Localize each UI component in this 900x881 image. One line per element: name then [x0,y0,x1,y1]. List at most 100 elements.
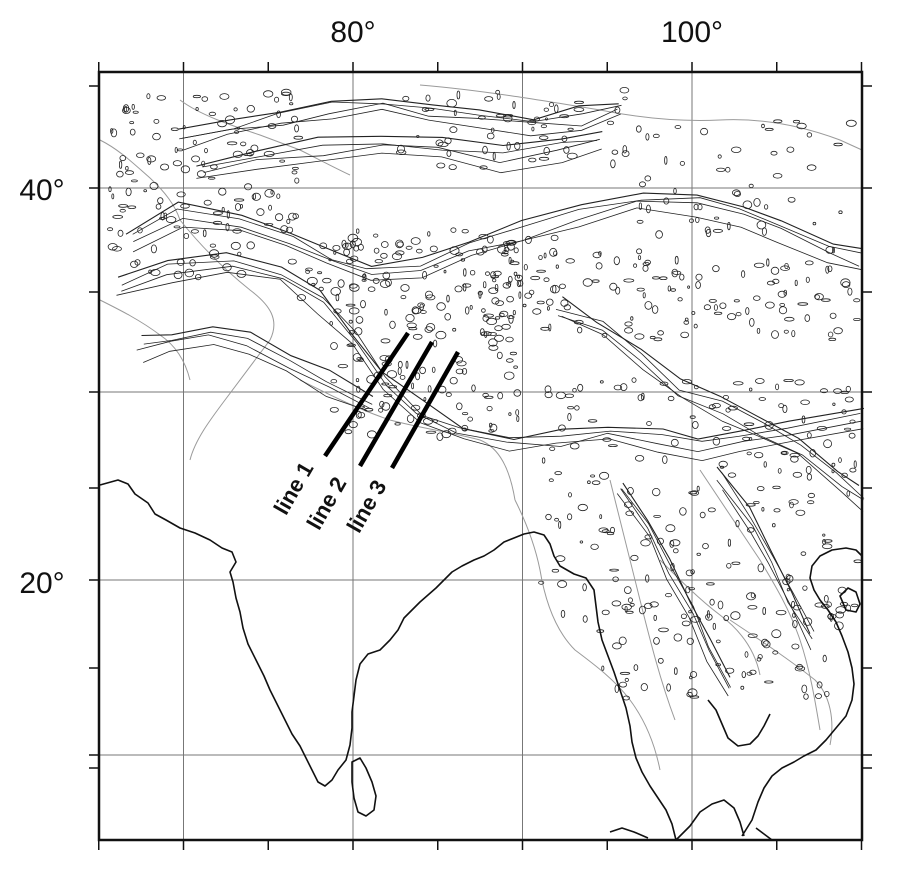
contour-speckle [766,258,770,267]
contour-speckle [823,439,832,449]
contour-speckle [528,157,537,163]
contour-speckle [822,543,833,550]
contour-speckle [492,278,497,283]
contour-speckle [642,292,646,299]
contour-speckle [455,368,464,375]
contour-speckle [695,216,700,223]
contour-speckle [130,179,138,183]
contour-speckle [792,471,803,478]
contour-speckle [784,262,789,269]
contour-speckle [516,415,520,422]
contour-speckle [687,688,698,697]
contour-line [196,148,602,179]
contour-speckle [497,245,507,254]
contour-speckle [574,405,580,411]
contour-speckle [756,657,762,662]
contour-speckle [276,110,281,119]
contour-speckle [479,165,488,170]
contour-speckle [568,492,572,498]
contour-speckle [548,323,552,332]
contour-speckle [343,248,350,257]
contour-speckle [631,377,637,383]
contour-speckle [805,276,810,283]
contour-speckle [673,667,678,675]
contour-speckle [644,301,653,310]
contour-speckle [609,282,618,291]
contour-speckle [664,155,668,165]
contour-speckle [173,225,181,229]
contour-speckle [489,423,498,432]
contour-speckle [608,444,618,448]
contour-line [143,344,368,411]
contour-speckle [577,326,583,334]
contour-speckle [195,107,199,112]
contour-speckle [791,643,800,650]
contour-speckle [118,204,128,208]
contour-speckle [234,203,241,211]
contour-line [121,260,861,442]
contour-speckle [644,175,652,182]
contour-speckle [851,603,859,608]
contour-speckle [346,343,356,347]
contour-speckle [612,642,622,650]
contour-speckle [348,329,355,335]
contour-speckle [645,574,650,583]
contour-speckle [436,162,446,169]
contour-speckle [806,132,813,138]
contour-speckle [816,681,823,689]
contour-speckle [693,323,698,329]
contour-speckle [637,255,642,261]
contour-speckle [845,119,857,127]
contour-speckle [554,517,559,522]
contour-speckle [558,520,562,529]
contour-speckle [117,229,124,237]
contour-speckle [513,247,519,254]
contour-speckle [225,223,230,232]
contour-speckle [481,308,486,313]
contour-speckle [483,313,494,318]
contour-speckle [503,114,513,123]
contour-speckle [727,472,737,478]
contour-speckle [754,378,765,384]
contour-speckle [389,320,396,329]
contour-speckle [433,419,439,423]
contour-speckle [125,187,132,197]
contour-speckle [740,270,746,278]
contour-speckle [816,425,828,431]
contour-speckle [793,604,802,611]
contour-speckle [548,102,555,107]
contour-speckle [125,170,135,175]
contour-speckle [136,152,145,158]
contour-speckle [276,193,281,199]
contour-speckle [573,319,584,325]
contour-speckle [690,616,701,623]
contour-speckle [311,282,316,287]
contour-line [121,265,862,453]
contour-speckle [833,142,843,147]
contour-speckle [771,330,779,339]
contour-speckle [507,280,512,287]
contour-line [616,493,729,697]
contour-speckle [461,412,469,416]
contour-speckle [727,222,731,231]
contour-speckle [536,269,546,273]
contour-speckle [364,407,374,412]
contour-speckle [787,197,796,203]
contour-speckle [838,210,843,215]
contour-speckle [555,391,567,400]
contour-speckle [745,307,750,315]
contour-line [716,466,811,634]
contour-speckle [395,239,404,249]
contour-speckle [400,284,410,292]
contour-speckle [429,245,438,253]
contour-speckle [777,468,782,474]
contour-speckle [483,395,494,399]
contour-line [620,488,730,689]
contour-speckle [670,539,681,547]
contour-speckle [618,636,627,645]
contour-speckle [786,588,790,592]
contour-speckle [455,252,464,257]
contour-speckle [820,388,828,394]
contour-speckle [543,277,550,283]
contour-speckle [165,216,177,224]
